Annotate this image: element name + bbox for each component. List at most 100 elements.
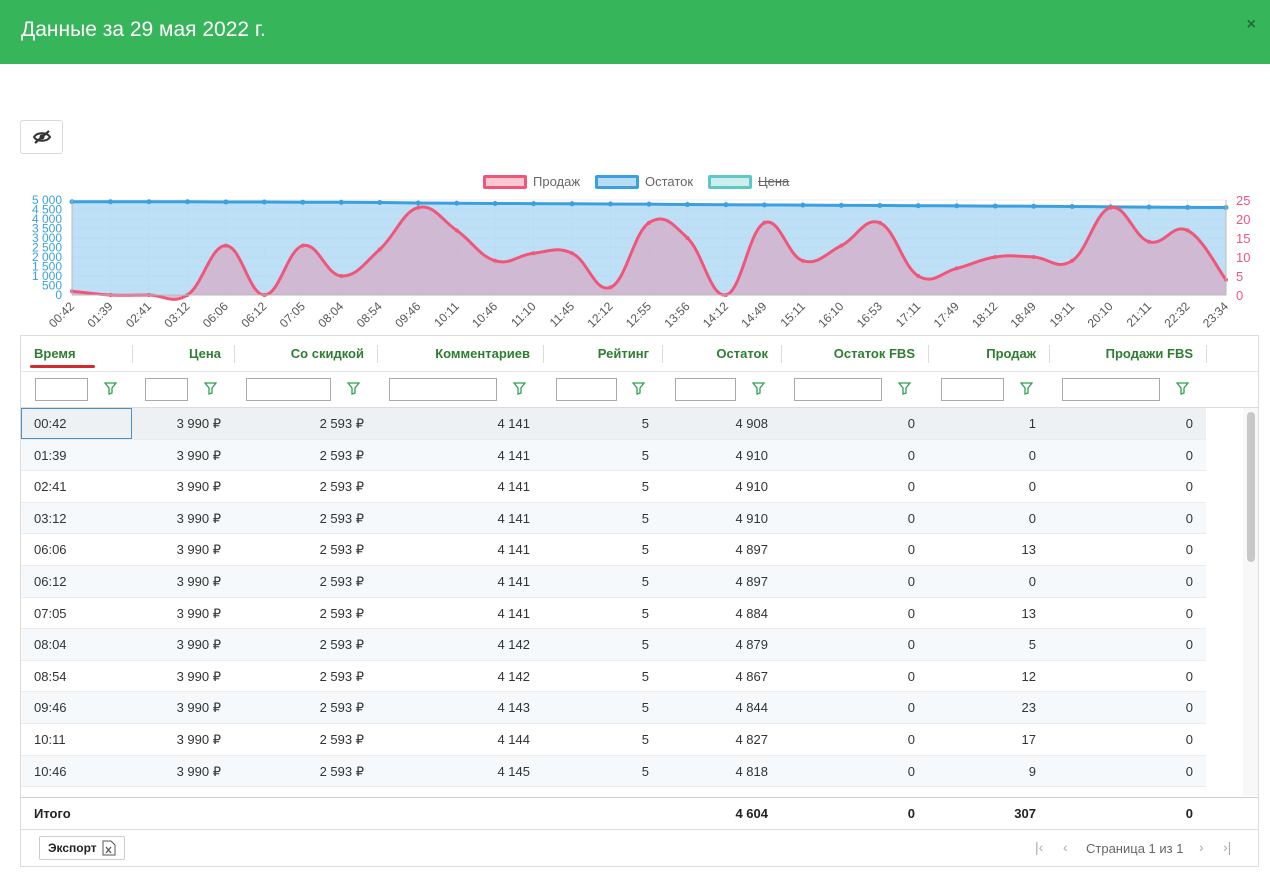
filter-icon[interactable] (898, 382, 911, 395)
last-page-icon[interactable]: ›| (1223, 839, 1232, 855)
cell-sales-fbs[interactable]: 0 (1185, 542, 1193, 558)
cell-stock[interactable]: 4 897 (735, 542, 768, 558)
cell-sales-fbs[interactable]: 0 (1185, 479, 1193, 495)
cell-sales-fbs[interactable]: 0 (1185, 668, 1193, 684)
filter-icon[interactable] (752, 382, 765, 395)
cell-stock-fbs[interactable]: 0 (907, 510, 915, 526)
filter-input-stock-fbs[interactable] (794, 378, 882, 401)
table-row[interactable]: 01:39 3 990 ₽ 2 593 ₽ 4 141 5 4 910 0 0 0 (21, 439, 1206, 472)
cell-time[interactable]: 08:04 (34, 637, 67, 653)
cell-comments[interactable]: 4 141 (497, 574, 530, 589)
cell-rating[interactable]: 5 (641, 763, 649, 779)
cell-rating[interactable]: 5 (641, 700, 649, 716)
cell-stock[interactable]: 4 910 (735, 479, 768, 495)
cell-price[interactable]: 3 990 ₽ (176, 416, 221, 431)
cell-time[interactable]: 06:06 (34, 542, 67, 558)
cell-rating[interactable]: 5 (641, 542, 649, 558)
column-header-stock-fbs[interactable]: Остаток FBS (833, 346, 915, 361)
next-page-icon[interactable]: › (1199, 839, 1204, 855)
cell-discount[interactable]: 2 593 ₽ (319, 574, 364, 589)
cell-stock-fbs[interactable]: 0 (907, 574, 915, 589)
cell-stock-fbs[interactable]: 0 (907, 668, 915, 684)
cell-stock[interactable]: 4 910 (735, 510, 768, 526)
cell-stock-fbs[interactable]: 0 (907, 732, 915, 747)
cell-stock-fbs[interactable]: 0 (907, 447, 915, 463)
column-header-comments[interactable]: Комментариев (435, 346, 530, 361)
cell-rating[interactable]: 5 (641, 668, 649, 684)
table-row[interactable]: 02:41 3 990 ₽ 2 593 ₽ 4 141 5 4 910 0 0 0 (21, 471, 1206, 503)
table-row[interactable]: 06:06 3 990 ₽ 2 593 ₽ 4 141 5 4 897 0 13 0 (21, 534, 1206, 566)
cell-price[interactable]: 3 990 ₽ (176, 700, 221, 716)
first-page-icon[interactable]: |‹ (1035, 839, 1044, 855)
cell-stock-fbs[interactable]: 0 (907, 479, 915, 495)
cell-sales[interactable]: 0 (1028, 574, 1036, 589)
cell-stock-fbs[interactable]: 0 (907, 700, 915, 716)
filter-icon[interactable] (632, 382, 645, 395)
cell-stock-fbs[interactable]: 0 (907, 763, 915, 779)
filter-input-time[interactable] (35, 378, 88, 401)
cell-stock[interactable]: 4 879 (735, 637, 768, 653)
cell-discount[interactable]: 2 593 ₽ (319, 479, 364, 495)
table-row[interactable]: 08:04 3 990 ₽ 2 593 ₽ 4 142 5 4 879 0 5 0 (21, 629, 1206, 661)
cell-discount[interactable]: 2 593 ₽ (319, 447, 364, 463)
table-row[interactable]: 10:46 3 990 ₽ 2 593 ₽ 4 145 5 4 818 0 9 0 (21, 755, 1206, 788)
cell-time[interactable]: 00:42 (34, 416, 67, 431)
column-header-discount[interactable]: Со скидкой (290, 346, 364, 361)
cell-comments[interactable]: 4 142 (497, 668, 530, 684)
cell-stock[interactable]: 4 910 (735, 447, 768, 463)
filter-input-discount[interactable] (246, 378, 331, 401)
cell-price[interactable]: 3 990 ₽ (176, 668, 221, 684)
cell-sales[interactable]: 17 (1021, 732, 1036, 747)
cell-time[interactable]: 09:46 (34, 700, 67, 716)
vertical-scrollbar[interactable] (1243, 408, 1258, 796)
cell-sales-fbs[interactable]: 0 (1185, 510, 1193, 526)
cell-sales[interactable]: 0 (1028, 510, 1036, 526)
table-row[interactable]: 07:05 3 990 ₽ 2 593 ₽ 4 141 5 4 884 0 13 0 (21, 598, 1206, 630)
column-header-price[interactable]: Цена (189, 346, 221, 361)
cell-comments[interactable]: 4 144 (497, 732, 530, 747)
cell-comments[interactable]: 4 141 (497, 479, 530, 495)
cell-rating[interactable]: 5 (641, 416, 649, 431)
cell-discount[interactable]: 2 593 ₽ (319, 732, 364, 747)
filter-icon[interactable] (204, 382, 217, 395)
filter-icon[interactable] (104, 382, 117, 395)
cell-stock[interactable]: 4 897 (735, 574, 768, 589)
cell-discount[interactable]: 2 593 ₽ (319, 416, 364, 431)
table-row[interactable]: 08:54 3 990 ₽ 2 593 ₽ 4 142 5 4 867 0 12 0 (21, 661, 1206, 693)
cell-discount[interactable]: 2 593 ₽ (319, 700, 364, 716)
cell-price[interactable]: 3 990 ₽ (176, 637, 221, 653)
filter-input-stock[interactable] (675, 378, 736, 401)
cell-sales[interactable]: 23 (1021, 700, 1036, 716)
cell-rating[interactable]: 5 (641, 732, 649, 747)
filter-icon[interactable] (513, 382, 526, 395)
cell-stock[interactable]: 4 827 (735, 732, 768, 747)
cell-discount[interactable]: 2 593 ₽ (319, 510, 364, 526)
table-row[interactable]: 06:12 3 990 ₽ 2 593 ₽ 4 141 5 4 897 0 0 0 (21, 566, 1206, 598)
cell-stock[interactable]: 4 867 (735, 668, 768, 684)
cell-comments[interactable]: 4 145 (497, 763, 530, 779)
cell-sales[interactable]: 12 (1021, 668, 1036, 684)
filter-input-sales[interactable] (941, 378, 1004, 401)
cell-sales-fbs[interactable]: 0 (1185, 447, 1193, 463)
cell-sales[interactable]: 1 (1028, 416, 1036, 431)
cell-discount[interactable]: 2 593 ₽ (319, 637, 364, 653)
cell-comments[interactable]: 4 141 (497, 542, 530, 558)
legend-item-stock[interactable]: Остаток (595, 174, 693, 189)
filter-input-rating[interactable] (556, 378, 617, 401)
cell-stock-fbs[interactable]: 0 (907, 637, 915, 653)
cell-sales-fbs[interactable]: 0 (1185, 732, 1193, 747)
toggle-chart-button[interactable] (20, 120, 63, 154)
cell-discount[interactable]: 2 593 ₽ (319, 605, 364, 621)
cell-price[interactable]: 3 990 ₽ (176, 605, 221, 621)
filter-icon[interactable] (1176, 382, 1189, 395)
cell-sales[interactable]: 0 (1028, 447, 1036, 463)
legend-item-sales[interactable]: Продаж (483, 174, 580, 189)
filter-icon[interactable] (1020, 382, 1033, 395)
cell-price[interactable]: 3 990 ₽ (176, 542, 221, 558)
cell-rating[interactable]: 5 (641, 479, 649, 495)
cell-sales-fbs[interactable]: 0 (1185, 700, 1193, 716)
export-button[interactable]: Экспорт (39, 836, 125, 860)
cell-discount[interactable]: 2 593 ₽ (319, 763, 364, 779)
cell-comments[interactable]: 4 141 (497, 510, 530, 526)
cell-stock-fbs[interactable]: 0 (907, 605, 915, 621)
